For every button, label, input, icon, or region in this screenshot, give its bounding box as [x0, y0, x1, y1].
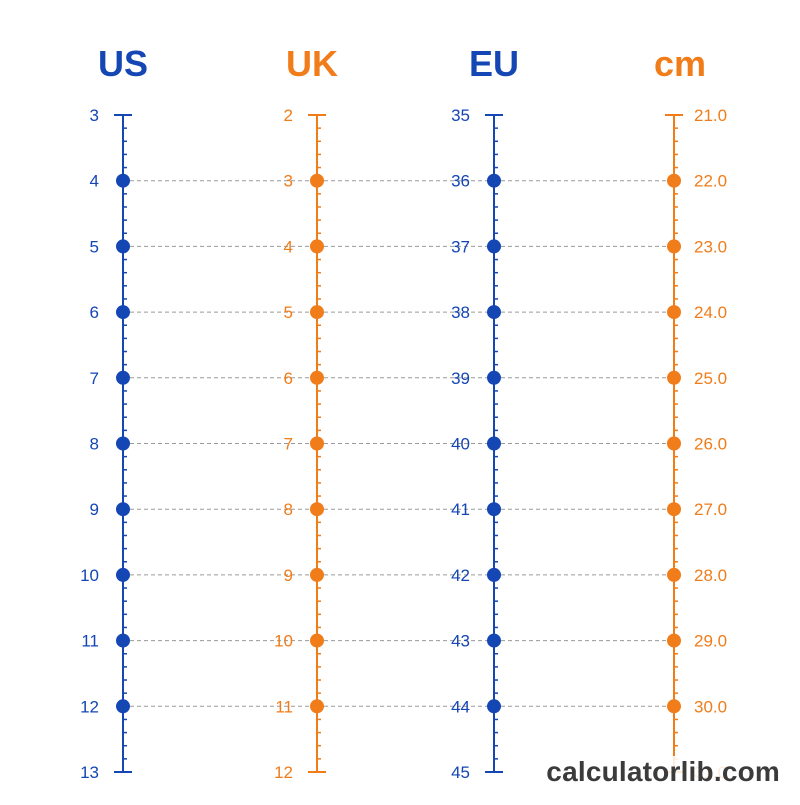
- size-dot: [667, 436, 681, 451]
- tick-label: 24.0: [694, 303, 727, 322]
- tick-label: 22.0: [694, 172, 727, 191]
- size-dot: [667, 173, 681, 188]
- size-dot: [116, 239, 130, 254]
- tick-label: 12: [274, 763, 293, 782]
- tick-label: 39: [451, 369, 470, 388]
- size-dot: [310, 699, 324, 714]
- size-dot: [487, 502, 501, 517]
- size-dot: [310, 173, 324, 188]
- tick-label: 35: [451, 106, 470, 125]
- size-dot: [487, 699, 501, 714]
- size-dot: [667, 699, 681, 714]
- tick-label: 2: [284, 106, 293, 125]
- tick-label: 10: [274, 632, 293, 651]
- tick-label: 8: [90, 435, 99, 454]
- size-dot: [667, 305, 681, 320]
- size-dot: [487, 305, 501, 320]
- tick-label: 27.0: [694, 500, 727, 519]
- size-dot: [487, 567, 501, 582]
- tick-label: 4: [90, 172, 99, 191]
- tick-label: 45: [451, 763, 470, 782]
- tick-label: 38: [451, 303, 470, 322]
- tick-label: 42: [451, 566, 470, 585]
- watermark: calculatorlib.com: [542, 756, 784, 788]
- size-dot: [667, 633, 681, 648]
- tick-label: 44: [451, 697, 470, 716]
- tick-label: 6: [90, 303, 99, 322]
- size-dot: [116, 502, 130, 517]
- tick-label: 21.0: [694, 106, 727, 125]
- size-dot: [310, 370, 324, 385]
- tick-label: 8: [284, 500, 293, 519]
- tick-label: 7: [90, 369, 99, 388]
- tick-label: 25.0: [694, 369, 727, 388]
- size-dot: [116, 370, 130, 385]
- size-dot: [667, 370, 681, 385]
- tick-label: 36: [451, 172, 470, 191]
- tick-label: 5: [284, 303, 293, 322]
- tick-label: 4: [284, 237, 293, 256]
- size-dot: [116, 633, 130, 648]
- tick-label: 9: [90, 500, 99, 519]
- scale-title-uk: UK: [286, 43, 338, 84]
- tick-label: 7: [284, 435, 293, 454]
- tick-label: 11: [275, 697, 293, 716]
- size-dot: [310, 436, 324, 451]
- tick-label: 10: [80, 566, 99, 585]
- tick-label: 30.0: [694, 697, 727, 716]
- tick-label: 12: [80, 697, 99, 716]
- tick-label: 29.0: [694, 632, 727, 651]
- tick-label: 28.0: [694, 566, 727, 585]
- tick-label: 40: [451, 435, 470, 454]
- tick-label: 41: [451, 500, 470, 519]
- size-dot: [310, 633, 324, 648]
- size-dot: [487, 633, 501, 648]
- tick-label: 37: [451, 237, 470, 256]
- size-dot: [667, 567, 681, 582]
- scale-title-us: US: [98, 43, 148, 84]
- size-dot: [310, 567, 324, 582]
- scale-title-cm: cm: [654, 43, 706, 84]
- tick-label: 13: [80, 763, 99, 782]
- tick-label: 5: [90, 237, 99, 256]
- size-dot: [116, 305, 130, 320]
- size-dot: [487, 239, 501, 254]
- size-dot: [116, 567, 130, 582]
- size-dot: [116, 699, 130, 714]
- size-dot: [667, 239, 681, 254]
- tick-label: 9: [284, 566, 293, 585]
- size-dot: [310, 502, 324, 517]
- size-dot: [116, 436, 130, 451]
- tick-label: 11: [81, 632, 99, 651]
- size-dot: [667, 502, 681, 517]
- size-dot: [116, 173, 130, 188]
- tick-label: 3: [284, 172, 293, 191]
- tick-label: 3: [90, 106, 99, 125]
- tick-label: 6: [284, 369, 293, 388]
- size-dot: [487, 436, 501, 451]
- size-dot: [487, 370, 501, 385]
- tick-label: 43: [451, 632, 470, 651]
- size-dot: [487, 173, 501, 188]
- scale-title-eu: EU: [469, 43, 519, 84]
- tick-label: 23.0: [694, 237, 727, 256]
- size-dot: [310, 305, 324, 320]
- tick-label: 26.0: [694, 435, 727, 454]
- size-dot: [310, 239, 324, 254]
